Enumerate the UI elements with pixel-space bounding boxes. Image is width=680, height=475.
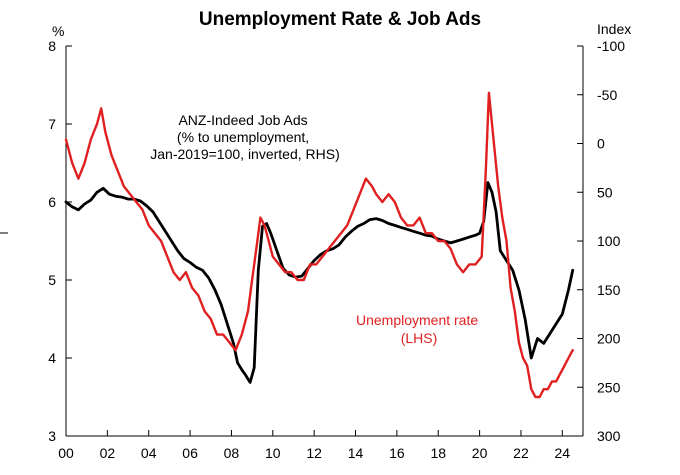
- left-tick-label: 6: [48, 194, 56, 210]
- unemployment-label-line: Unemployment rate: [356, 312, 478, 328]
- right-tick-label: 250: [597, 379, 621, 395]
- x-tick-label: 06: [182, 445, 198, 461]
- x-tick-label: 04: [141, 445, 157, 461]
- x-tick-label: 00: [58, 445, 74, 461]
- left-tick-label: 5: [48, 272, 56, 288]
- x-tick-label: 14: [348, 445, 364, 461]
- x-tick-label: 16: [389, 445, 405, 461]
- left-tick-label: 4: [48, 350, 56, 366]
- series-line-job-ads: [64, 181, 575, 384]
- unemployment-label: Unemployment rate (LHS): [356, 312, 482, 346]
- job-ads-label-line: ANZ-Indeed Job Ads: [178, 112, 307, 128]
- right-tick-label: 0: [597, 136, 605, 152]
- x-tick-label: 20: [472, 445, 488, 461]
- left-tick-label: 7: [48, 116, 56, 132]
- right-axis-ticks: -100 -50 0 50 100 150 200 250 300: [577, 38, 625, 444]
- left-axis-unit: %: [52, 23, 64, 39]
- right-tick-label: -100: [597, 38, 625, 54]
- x-tick-label: 10: [265, 445, 281, 461]
- left-tick-label: 3: [48, 428, 56, 444]
- right-tick-label: 100: [597, 233, 621, 249]
- right-axis-unit: Index: [597, 21, 631, 37]
- x-tick-label: 08: [224, 445, 240, 461]
- job-ads-label: ANZ-Indeed Job Ads (% to unemployment, J…: [150, 112, 340, 162]
- left-axis-ticks: 3 4 5 6 7 8: [48, 38, 72, 444]
- job-ads-label-line: (% to unemployment,: [177, 129, 309, 145]
- right-tick-label: 300: [597, 428, 621, 444]
- left-tick-label: 8: [48, 38, 56, 54]
- right-tick-label: 150: [597, 282, 621, 298]
- unemployment-label-line: (LHS): [401, 330, 438, 346]
- x-axis-ticks: 00 02 04 06 08 10 12 14 16 18 20 22 24: [58, 430, 570, 461]
- chart-title: Unemployment Rate & Job Ads: [199, 9, 481, 30]
- job-ads-label-line: Jan-2019=100, inverted, RHS): [150, 146, 340, 162]
- x-tick-label: 02: [100, 445, 116, 461]
- x-tick-label: 18: [430, 445, 446, 461]
- right-tick-label: 200: [597, 331, 621, 347]
- x-tick-label: 22: [513, 445, 529, 461]
- right-tick-label: 50: [597, 184, 613, 200]
- x-tick-label: 24: [555, 445, 571, 461]
- series-line-unemployment: [64, 91, 574, 399]
- right-tick-label: -50: [597, 87, 617, 103]
- x-tick-label: 12: [306, 445, 322, 461]
